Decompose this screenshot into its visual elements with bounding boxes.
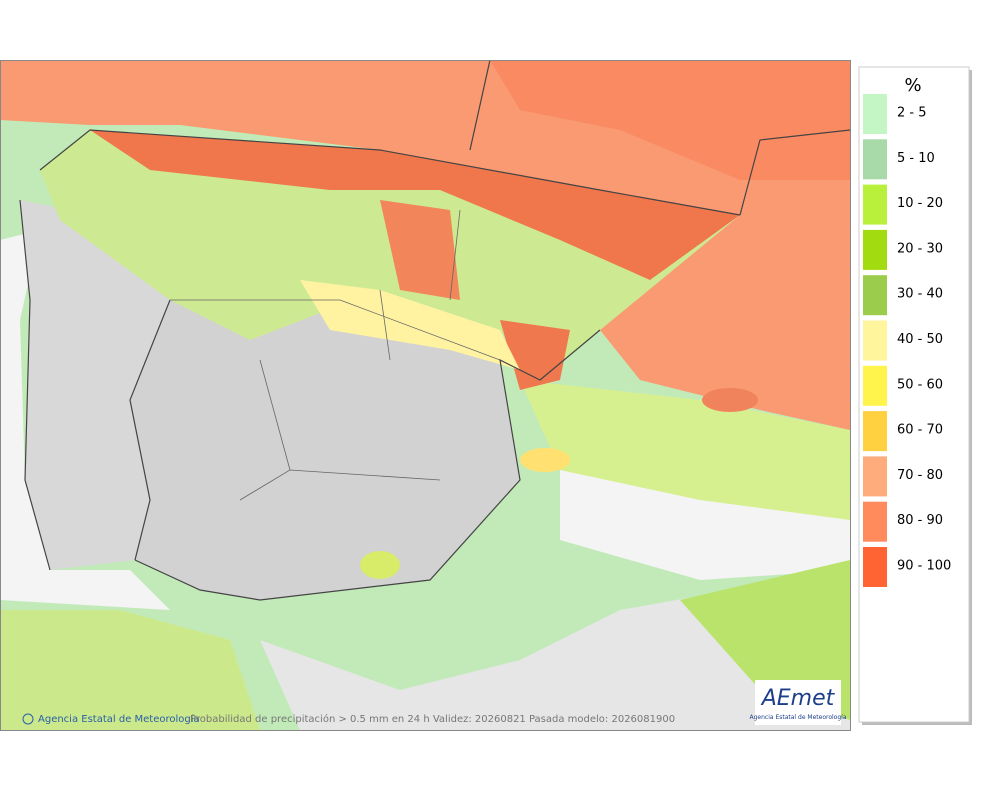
legend-label: 50 - 60 bbox=[897, 377, 943, 392]
legend-swatch bbox=[863, 94, 887, 134]
legend-swatch bbox=[863, 547, 887, 587]
caption: Probabilidad de precipitación > 0.5 mm e… bbox=[190, 713, 675, 725]
border bbox=[19, 59, 851, 601]
logo-box bbox=[755, 680, 841, 725]
legend-swatch bbox=[863, 139, 887, 180]
high-prob-area bbox=[0, 60, 850, 430]
legend-label: 30 - 40 bbox=[897, 287, 943, 302]
legend-label: 5 - 10 bbox=[897, 151, 935, 166]
mid-prob-area bbox=[300, 280, 520, 370]
legend-label: 10 - 20 bbox=[897, 196, 943, 211]
legend-title: % bbox=[904, 75, 921, 96]
north-coast-area bbox=[90, 130, 740, 280]
legend-label: 80 - 90 bbox=[897, 513, 943, 528]
high-prob-area bbox=[490, 60, 850, 180]
high-prob-area bbox=[380, 200, 460, 300]
legend-label: 2 - 5 bbox=[897, 106, 927, 121]
region-border bbox=[170, 209, 501, 501]
map: Agencia Estatal de Meteorología Probabil… bbox=[0, 59, 851, 731]
legend-swatch bbox=[863, 320, 887, 361]
high-prob-area bbox=[500, 320, 570, 390]
legend-label: 40 - 50 bbox=[897, 332, 943, 347]
green-area bbox=[520, 380, 850, 520]
map-frame bbox=[0, 60, 851, 731]
legend-swatch bbox=[863, 184, 887, 225]
legend: % 2 - 5 5 - 10 10 - 20 20 - 30 30 - 40 40 - 5… bbox=[858, 66, 972, 725]
legend-swatch bbox=[863, 365, 887, 406]
legend-label: 60 - 70 bbox=[897, 423, 943, 438]
no-data-area bbox=[0, 230, 170, 610]
logo: AEmet bbox=[760, 686, 836, 711]
mid-prob-area bbox=[360, 551, 400, 579]
legend-label: 90 - 100 bbox=[897, 559, 951, 574]
legend-swatch bbox=[863, 456, 887, 497]
legend-swatch bbox=[863, 501, 887, 542]
logo-subtitle: Agencia Estatal de Meteorología bbox=[750, 714, 847, 721]
green-area bbox=[0, 610, 260, 730]
legend-swatch bbox=[863, 275, 887, 316]
legend-swatch bbox=[863, 229, 887, 270]
legend-swatch bbox=[863, 411, 887, 452]
credit: Agencia Estatal de Meteorología bbox=[38, 713, 200, 725]
legend-label: 20 - 30 bbox=[897, 241, 943, 256]
mid-prob-area bbox=[520, 448, 570, 472]
copyright-icon bbox=[22, 713, 34, 725]
island bbox=[702, 388, 758, 412]
portugal bbox=[20, 200, 170, 570]
spain-interior bbox=[130, 300, 520, 600]
legend-label: 70 - 80 bbox=[897, 468, 943, 483]
